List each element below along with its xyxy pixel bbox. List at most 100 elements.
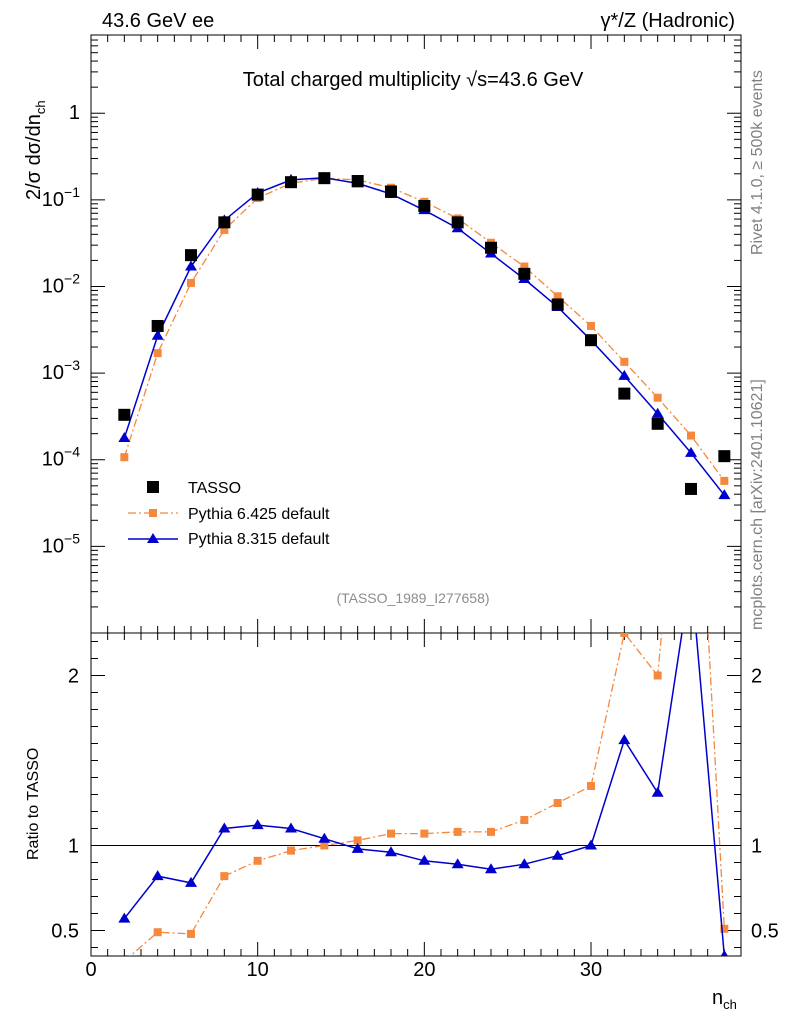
py6-line	[123, 177, 725, 482]
tasso-point	[651, 417, 664, 430]
plot-title: Total charged multiplicity √s=43.6 GeV	[243, 69, 584, 91]
ratio-py8-point	[151, 870, 164, 881]
tasso-point	[551, 298, 564, 311]
ratio-py6-point	[487, 827, 495, 836]
main-y-ticks	[91, 34, 741, 634]
ratio-py8-point	[720, 950, 728, 956]
py8-point	[718, 489, 731, 500]
tasso-point	[318, 172, 331, 185]
py6-point	[520, 262, 529, 271]
ratio-py6-point	[187, 929, 195, 938]
main-y-tick-label: 10−4	[42, 444, 80, 471]
legend-py8-marker	[147, 533, 159, 543]
tasso-point	[218, 216, 231, 229]
ratio-py6-point	[720, 924, 729, 933]
x-axis-label: nch	[712, 987, 737, 1012]
legend-tasso-label: TASSO	[188, 480, 241, 497]
ratio-py6-point	[420, 829, 429, 838]
ratio-py6-point	[620, 633, 629, 637]
py6-point	[553, 292, 562, 301]
tasso-point	[385, 185, 397, 198]
x-tick-label: 20	[413, 959, 435, 981]
ratio-y-tick-label-right: 2	[751, 666, 762, 688]
ratio-py8-point	[685, 568, 697, 578]
py8-point	[118, 432, 131, 443]
header-process: γ*/Z (Hadronic)	[601, 10, 735, 32]
tasso-point	[585, 334, 597, 347]
ratio-py6-point	[253, 856, 262, 865]
ratio-py6-point	[553, 799, 562, 807]
py8-point	[685, 446, 697, 457]
ratio-py8-point	[318, 832, 331, 843]
ratio-py8-point	[185, 876, 197, 887]
ratio-y-tick-label: 1	[68, 836, 79, 858]
py8-point	[185, 260, 197, 271]
main-x-ticks	[90, 35, 725, 633]
tasso-point	[285, 176, 297, 189]
ratio-py8-point	[451, 858, 464, 869]
header-energy: 43.6 GeV ee	[102, 10, 214, 32]
main-y-tick-label: 10−1	[42, 184, 80, 211]
legend: TASSO Pythia 6.425 default Pythia 8.315 …	[128, 480, 330, 548]
ratio-py6-point	[653, 671, 662, 680]
tasso-point	[251, 188, 264, 201]
py6-point	[187, 278, 195, 287]
rivet-label: Rivet 4.1.0, ≥ 500k events	[749, 70, 766, 255]
ratio-py6-point	[153, 928, 162, 937]
ratio-py8-point	[251, 819, 264, 830]
ratio-py6-point	[320, 841, 329, 850]
py8-line	[123, 176, 725, 496]
ratio-y-tick-label-right: 0.5	[751, 921, 779, 943]
py6-point	[120, 453, 129, 462]
main-y-axis-label: 2/σ dσ/dnch	[23, 100, 48, 200]
tasso-point	[718, 450, 731, 463]
ratio-py6-point	[387, 829, 395, 838]
ratio-py6-point	[453, 827, 462, 836]
ratio-py8-point	[385, 846, 397, 857]
py6-point	[620, 357, 629, 366]
py8-point	[618, 369, 631, 380]
x-tick-labels: 0 10 20 30	[85, 959, 602, 981]
tasso-point	[518, 267, 531, 280]
ratio-py8-point	[585, 839, 597, 850]
ratio-py8-point	[651, 786, 664, 797]
legend-py6-marker	[149, 509, 157, 517]
tasso-point	[451, 216, 464, 229]
py8-point	[651, 407, 664, 418]
main-series	[118, 171, 731, 500]
tasso-point	[685, 482, 697, 495]
tasso-point	[485, 241, 497, 254]
x-tick-label: 10	[247, 959, 269, 981]
tasso-point	[151, 319, 164, 332]
ratio-py6-point	[220, 872, 229, 881]
ratio-py8-point	[351, 842, 364, 853]
legend-tasso-marker	[147, 481, 159, 493]
py6-point	[220, 225, 229, 234]
ratio-py6-point	[287, 846, 295, 855]
main-y-tick-labels: 10−5 10−4 10−3 10−2 10−1 1	[42, 102, 80, 557]
main-panel: Total charged multiplicity √s=43.6 GeV 2…	[23, 34, 742, 634]
ratio-series	[118, 315, 729, 965]
ratio-y-axis-label: Ratio to TASSO	[25, 748, 42, 860]
ratio-py6-point	[687, 315, 695, 323]
ratio-py6-point	[587, 782, 595, 790]
mcplots-label: mcplots.cern.ch [arXiv:2401.10621]	[749, 379, 766, 630]
ratio-py6-point	[120, 957, 128, 965]
x-tick-label: 0	[85, 959, 96, 981]
ratio-y-tick-label-right: 1	[751, 836, 762, 858]
ratio-panel: Ratio to TASSO 0.5 0.5 1 1 2 2 0 10 20 30 nch	[25, 315, 779, 1012]
py6-point	[720, 476, 729, 485]
py8-point	[151, 329, 164, 340]
ratio-y-tick-label: 2	[68, 666, 79, 688]
legend-py6-label: Pythia 6.425 default	[188, 506, 330, 523]
ratio-py8-point	[618, 734, 631, 745]
tasso-point	[618, 387, 631, 400]
ratio-y-tick-label: 0.5	[51, 921, 79, 943]
py6-point	[653, 393, 662, 402]
ratio-py8-point	[551, 849, 564, 860]
ratio-py6-point	[520, 816, 529, 824]
py6-point	[153, 349, 162, 358]
ratio-py6-point	[353, 836, 362, 845]
x-tick-label: 30	[580, 959, 602, 981]
tasso-point	[185, 249, 197, 262]
